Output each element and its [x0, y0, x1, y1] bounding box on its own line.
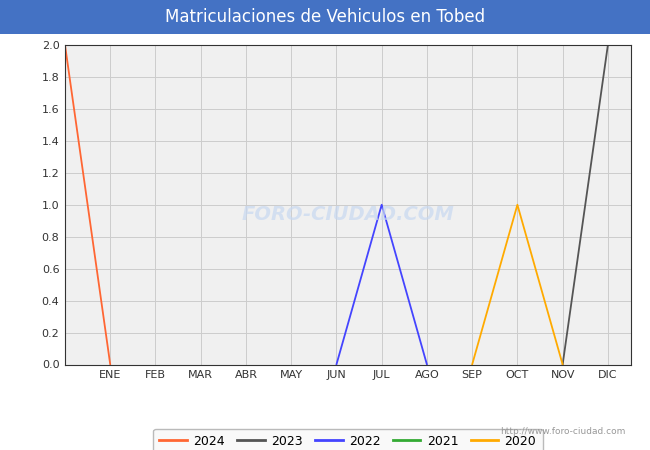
- Text: Matriculaciones de Vehiculos en Tobed: Matriculaciones de Vehiculos en Tobed: [165, 8, 485, 26]
- Legend: 2024, 2023, 2022, 2021, 2020: 2024, 2023, 2022, 2021, 2020: [153, 428, 543, 450]
- Line: 2020: 2020: [472, 205, 563, 364]
- 2020: [468, 362, 476, 367]
- 2022: [378, 202, 385, 207]
- Line: 2022: 2022: [337, 205, 427, 364]
- 2022: [423, 362, 431, 367]
- 2020: [514, 202, 521, 207]
- Text: FORO-CIUDAD.COM: FORO-CIUDAD.COM: [241, 205, 454, 224]
- 2022: [333, 362, 341, 367]
- Text: http://www.foro-ciudad.com: http://www.foro-ciudad.com: [500, 428, 626, 436]
- 2020: [559, 362, 567, 367]
